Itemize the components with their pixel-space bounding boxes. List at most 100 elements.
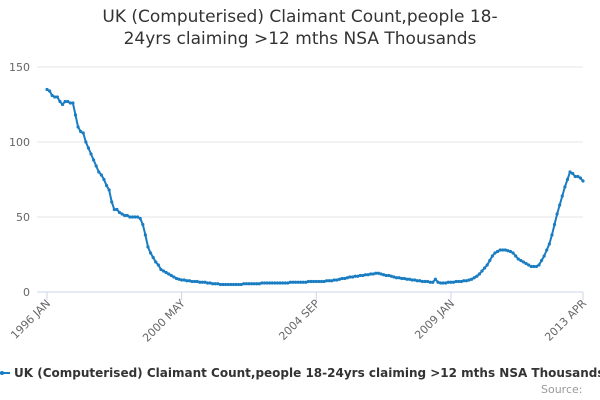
point bbox=[369, 272, 373, 276]
y-tick-label: 0 bbox=[23, 286, 30, 299]
point bbox=[332, 278, 337, 282]
point bbox=[309, 279, 313, 284]
point bbox=[490, 254, 494, 258]
point bbox=[281, 281, 285, 285]
y-tick-label: 50 bbox=[16, 211, 30, 224]
legend-marker bbox=[0, 371, 4, 375]
x-tick-label: 1996 JAN bbox=[8, 297, 53, 342]
point bbox=[71, 101, 75, 105]
point bbox=[99, 173, 103, 177]
series-line bbox=[46, 88, 584, 286]
point bbox=[477, 272, 482, 276]
point bbox=[270, 281, 274, 285]
point bbox=[156, 263, 160, 267]
point bbox=[322, 279, 326, 284]
point bbox=[503, 248, 507, 252]
point bbox=[154, 260, 158, 264]
point bbox=[136, 215, 140, 219]
point bbox=[345, 276, 349, 280]
point bbox=[268, 281, 272, 285]
point bbox=[161, 269, 166, 273]
point bbox=[514, 254, 518, 258]
point bbox=[397, 276, 401, 280]
point bbox=[317, 279, 321, 284]
point bbox=[102, 177, 106, 182]
x-tick-label: 2009 JAN bbox=[412, 297, 457, 342]
point bbox=[400, 276, 404, 281]
point bbox=[441, 281, 445, 285]
point bbox=[301, 280, 305, 284]
point bbox=[405, 277, 409, 281]
point bbox=[488, 258, 492, 263]
point bbox=[462, 279, 466, 283]
point bbox=[283, 281, 287, 285]
point bbox=[550, 233, 554, 237]
point bbox=[573, 174, 577, 179]
point bbox=[431, 280, 435, 284]
point bbox=[244, 282, 248, 286]
point bbox=[216, 282, 220, 286]
point bbox=[151, 255, 155, 260]
point bbox=[104, 183, 109, 188]
point bbox=[112, 207, 116, 212]
point bbox=[325, 279, 329, 283]
point bbox=[45, 87, 49, 92]
point bbox=[420, 279, 425, 284]
point bbox=[239, 282, 243, 287]
point bbox=[438, 281, 443, 285]
x-tick-label: 2004 SEP bbox=[276, 297, 322, 343]
point bbox=[511, 251, 515, 255]
point bbox=[262, 281, 267, 285]
point bbox=[306, 279, 311, 284]
point bbox=[519, 258, 523, 263]
point bbox=[304, 280, 308, 284]
point bbox=[394, 276, 399, 280]
point bbox=[545, 248, 549, 252]
point bbox=[433, 277, 438, 281]
point bbox=[273, 281, 277, 285]
point bbox=[226, 282, 230, 287]
point bbox=[92, 158, 96, 162]
point bbox=[410, 278, 414, 282]
point bbox=[125, 213, 129, 218]
y-tick-label: 100 bbox=[9, 136, 30, 149]
point bbox=[143, 233, 147, 237]
point bbox=[337, 277, 342, 281]
point bbox=[387, 273, 391, 278]
point bbox=[568, 170, 572, 174]
point bbox=[529, 264, 533, 269]
point bbox=[218, 282, 223, 287]
point bbox=[110, 200, 114, 204]
point bbox=[128, 215, 132, 219]
point bbox=[255, 282, 259, 286]
point bbox=[464, 279, 469, 283]
point bbox=[426, 279, 430, 284]
point bbox=[454, 279, 458, 284]
point bbox=[449, 280, 453, 284]
point bbox=[79, 129, 83, 134]
point bbox=[459, 279, 463, 284]
point bbox=[55, 95, 59, 99]
point bbox=[343, 276, 347, 281]
point bbox=[361, 273, 365, 278]
point bbox=[63, 99, 67, 104]
point bbox=[60, 102, 65, 107]
point bbox=[234, 282, 238, 287]
point bbox=[350, 275, 355, 279]
point bbox=[382, 273, 386, 277]
point bbox=[94, 164, 98, 168]
point bbox=[363, 273, 368, 277]
point bbox=[418, 279, 422, 283]
point bbox=[470, 277, 474, 281]
point bbox=[299, 280, 303, 284]
x-tick-label: 2013 APR bbox=[542, 297, 589, 344]
point bbox=[231, 282, 236, 287]
point bbox=[257, 282, 261, 286]
point bbox=[252, 282, 256, 286]
point bbox=[392, 275, 396, 279]
point bbox=[249, 282, 254, 286]
point bbox=[501, 248, 505, 252]
point bbox=[423, 279, 427, 284]
